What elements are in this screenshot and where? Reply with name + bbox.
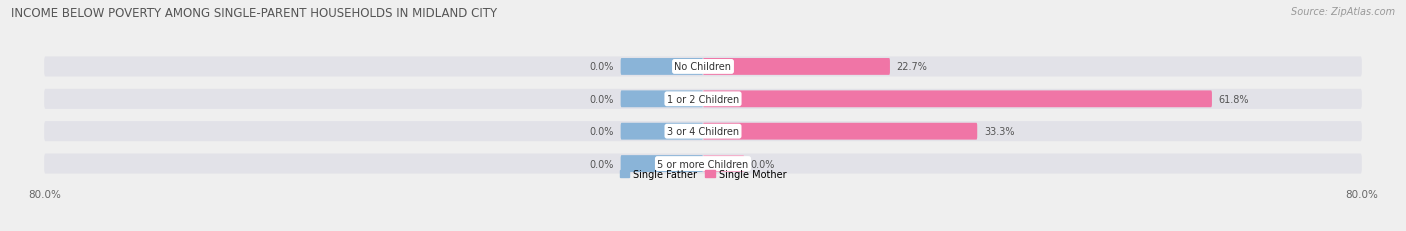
FancyBboxPatch shape xyxy=(703,123,977,140)
FancyBboxPatch shape xyxy=(620,59,703,76)
FancyBboxPatch shape xyxy=(703,91,1212,108)
FancyBboxPatch shape xyxy=(44,57,1362,77)
Text: 0.0%: 0.0% xyxy=(589,62,614,72)
FancyBboxPatch shape xyxy=(620,123,703,140)
Text: 5 or more Children: 5 or more Children xyxy=(658,159,748,169)
Text: 0.0%: 0.0% xyxy=(589,159,614,169)
Legend: Single Father, Single Mother: Single Father, Single Mother xyxy=(616,165,790,183)
FancyBboxPatch shape xyxy=(620,91,703,108)
Text: 22.7%: 22.7% xyxy=(897,62,928,72)
Text: 0.0%: 0.0% xyxy=(589,94,614,104)
Text: 61.8%: 61.8% xyxy=(1219,94,1249,104)
Text: Source: ZipAtlas.com: Source: ZipAtlas.com xyxy=(1291,7,1395,17)
Text: 0.0%: 0.0% xyxy=(751,159,775,169)
FancyBboxPatch shape xyxy=(44,122,1362,142)
FancyBboxPatch shape xyxy=(620,155,703,172)
Text: 1 or 2 Children: 1 or 2 Children xyxy=(666,94,740,104)
FancyBboxPatch shape xyxy=(44,154,1362,174)
Text: INCOME BELOW POVERTY AMONG SINGLE-PARENT HOUSEHOLDS IN MIDLAND CITY: INCOME BELOW POVERTY AMONG SINGLE-PARENT… xyxy=(11,7,498,20)
FancyBboxPatch shape xyxy=(703,59,890,76)
Text: No Children: No Children xyxy=(675,62,731,72)
FancyBboxPatch shape xyxy=(703,155,744,172)
Text: 3 or 4 Children: 3 or 4 Children xyxy=(666,127,740,137)
Text: 0.0%: 0.0% xyxy=(589,127,614,137)
Text: 33.3%: 33.3% xyxy=(984,127,1014,137)
FancyBboxPatch shape xyxy=(44,89,1362,109)
